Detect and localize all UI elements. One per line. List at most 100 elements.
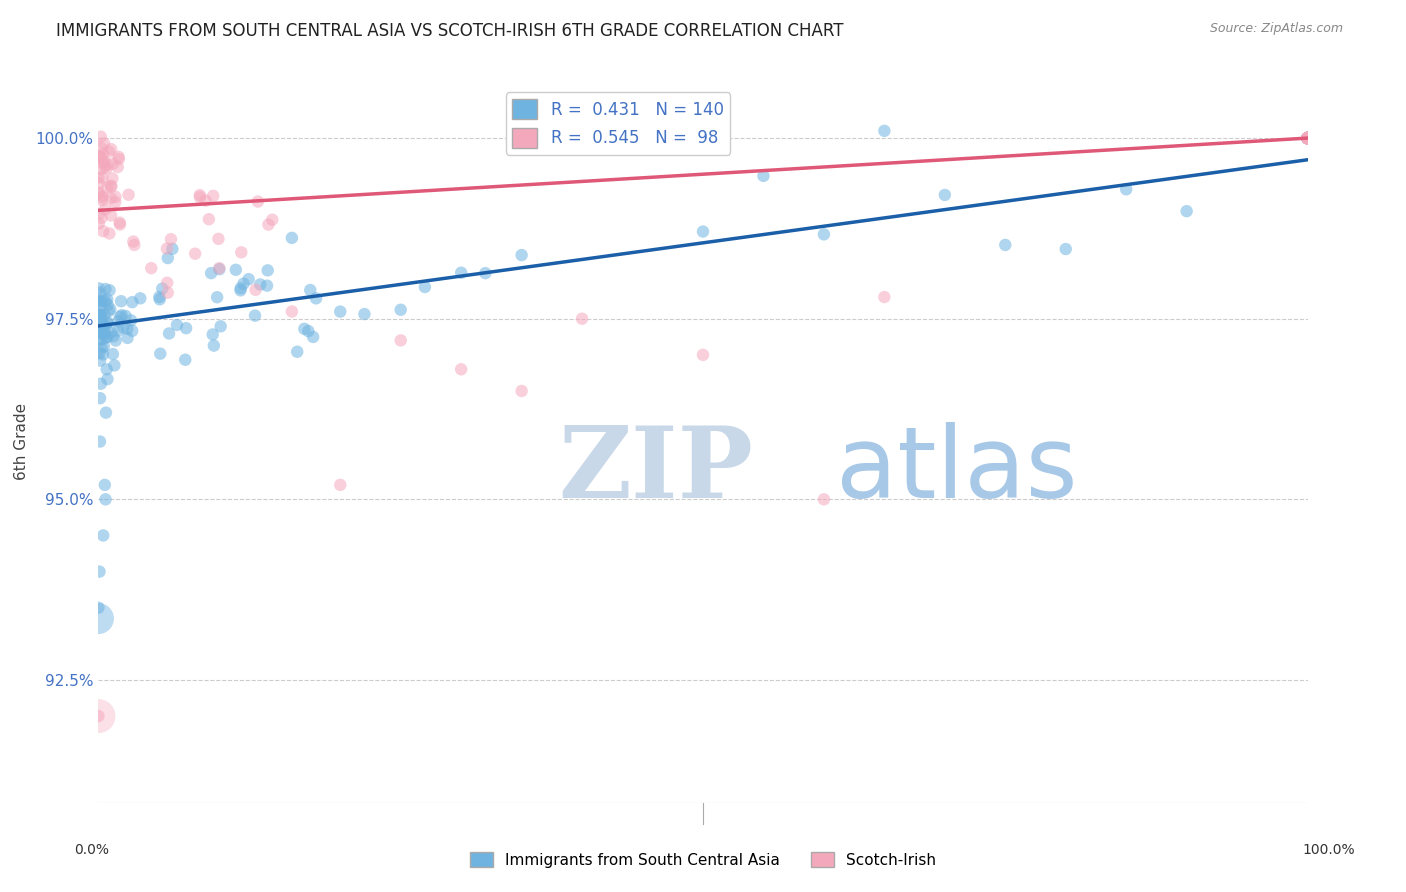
Point [450,362,472,376]
Point [194,194,217,208]
Point [87,709,110,723]
Point [245,283,267,297]
Point [1296,131,1319,145]
Text: Source: ZipAtlas.com: Source: ZipAtlas.com [1209,22,1343,36]
Point [98,301,121,316]
Point [1296,131,1319,145]
Point [90,325,112,339]
Point [329,304,352,318]
Point [149,346,172,360]
Point [1296,131,1319,145]
Point [281,231,304,245]
Point [100,209,122,223]
Point [1296,131,1319,145]
Point [1296,131,1319,145]
Point [1296,131,1319,145]
Point [156,251,179,265]
Point [994,238,1017,252]
Text: 0.0%: 0.0% [75,843,108,857]
Point [510,248,533,262]
Point [115,322,138,336]
Point [205,290,228,304]
Point [292,322,315,336]
Point [94,326,117,341]
Point [114,309,136,323]
Point [1296,131,1319,145]
Legend: R =  0.431   N = 140, R =  0.545   N =  98: R = 0.431 N = 140, R = 0.545 N = 98 [506,92,731,154]
Point [89,346,111,360]
Point [101,347,124,361]
Point [150,282,173,296]
Point [1296,131,1319,145]
Point [97,298,120,312]
Point [389,302,412,317]
Point [90,211,112,225]
Point [90,326,112,340]
Point [157,326,180,341]
Point [305,291,328,305]
Point [87,308,110,322]
Point [96,315,118,329]
Point [89,308,111,322]
Point [93,326,115,341]
Point [91,191,114,205]
Point [96,362,118,376]
Point [1296,131,1319,145]
Point [209,319,232,334]
Point [1296,131,1319,145]
Point [94,282,117,296]
Point [89,308,111,322]
Point [1296,131,1319,145]
Point [201,327,224,342]
Point [413,280,436,294]
Point [91,189,114,203]
Point [121,295,143,310]
Point [262,212,284,227]
Point [692,348,714,362]
Point [87,217,110,231]
Point [87,313,110,327]
Point [229,284,252,298]
Point [94,406,117,420]
Point [149,293,172,307]
Point [117,187,139,202]
Point [87,170,110,185]
Text: ZIP: ZIP [558,422,752,519]
Point [166,318,188,332]
Point [108,310,131,324]
Point [94,202,117,216]
Point [91,313,114,327]
Point [90,161,112,176]
Point [93,154,115,169]
Point [1296,131,1319,145]
Point [243,309,266,323]
Point [89,206,111,220]
Point [87,150,110,164]
Point [87,611,110,625]
Point [207,232,229,246]
Point [96,180,118,194]
Point [91,170,114,185]
Point [91,147,114,161]
Point [96,161,118,176]
Point [281,304,304,318]
Point [1296,131,1319,145]
Point [94,330,117,344]
Point [91,194,114,208]
Point [1054,242,1077,256]
Point [813,492,835,507]
Point [89,333,111,347]
Point [90,326,112,341]
Point [1296,131,1319,145]
Point [257,218,280,232]
Text: atlas: atlas [837,422,1077,519]
Point [87,186,110,201]
Point [96,330,118,344]
Point [94,492,117,507]
Point [873,290,896,304]
Point [91,333,114,347]
Point [1296,131,1319,145]
Point [111,308,134,322]
Point [89,294,111,309]
Point [100,326,122,340]
